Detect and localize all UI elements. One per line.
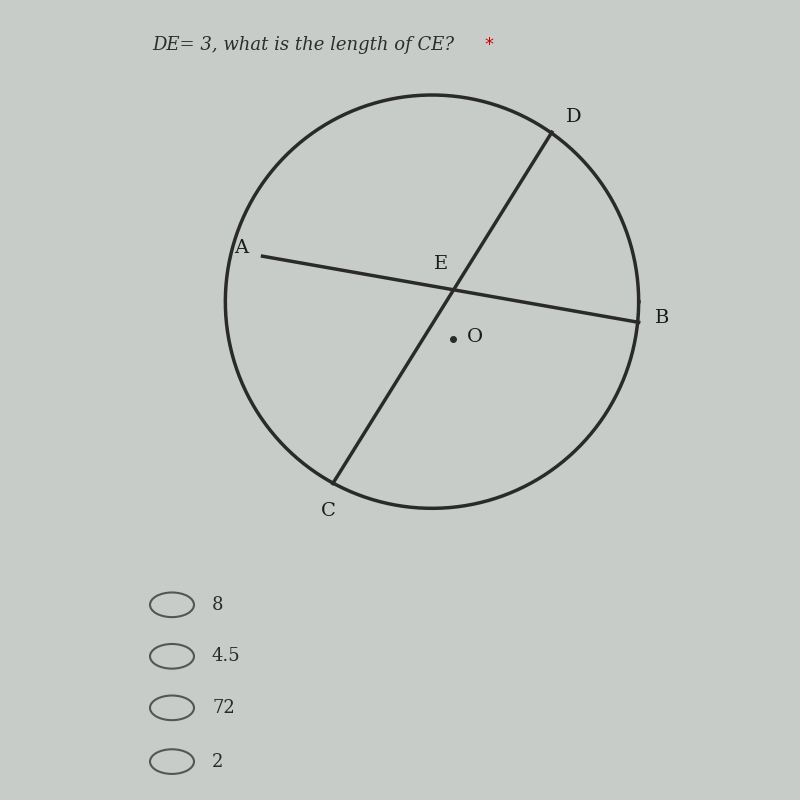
- Text: C: C: [322, 502, 336, 520]
- Text: D: D: [566, 108, 582, 126]
- Text: 2: 2: [212, 753, 223, 770]
- Text: O: O: [467, 328, 483, 346]
- Text: *: *: [484, 36, 493, 54]
- Text: DE= 3, what is the length of CE?: DE= 3, what is the length of CE?: [152, 36, 454, 54]
- Text: E: E: [434, 254, 449, 273]
- Text: 72: 72: [212, 699, 234, 717]
- Text: 8: 8: [212, 596, 223, 614]
- Text: 4.5: 4.5: [212, 647, 241, 666]
- Text: A: A: [234, 239, 248, 257]
- Text: B: B: [655, 309, 670, 327]
